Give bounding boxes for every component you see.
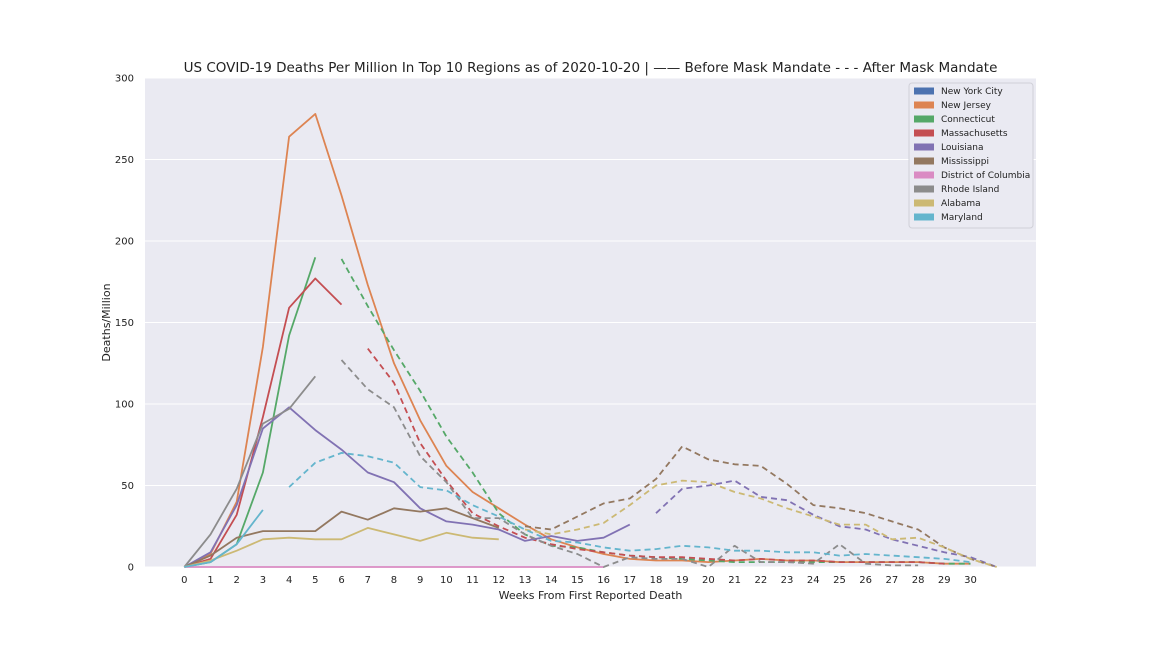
x-tick-label: 5	[312, 575, 318, 586]
legend-label-district-of-columbia: District of Columbia	[941, 171, 1030, 181]
series-line-rhode-island-before	[183, 375, 317, 568]
x-tick-label: 28	[912, 575, 925, 586]
chart-title: US COVID-19 Deaths Per Million In Top 10…	[184, 60, 998, 76]
legend-swatch-rhode-island	[914, 185, 934, 193]
x-tick-label: 14	[545, 575, 558, 586]
x-tick-label: 0	[181, 575, 187, 586]
legend-swatch-massachusetts	[914, 129, 934, 137]
legend-swatch-new-jersey	[914, 101, 934, 109]
series-line-massachusetts-after	[367, 348, 945, 565]
x-tick-label: 4	[286, 575, 292, 586]
x-tick-label: 7	[365, 575, 371, 586]
x-tick-label: 3	[260, 575, 266, 586]
legend-swatch-mississippi	[914, 157, 934, 165]
y-tick-label: 100	[115, 400, 134, 411]
y-tick-label: 250	[115, 155, 134, 166]
x-tick-label: 16	[597, 575, 610, 586]
legend: New York City New Jersey Connecticut Massac…	[908, 82, 1034, 229]
y-tick-label: 0	[128, 563, 134, 574]
legend-label-new-jersey: New Jersey	[941, 101, 992, 111]
x-tick-label: 30	[964, 575, 977, 586]
y-tick-label: 300	[115, 74, 134, 85]
x-tick-label: 6	[338, 575, 344, 586]
series-line-massachusetts-before	[184, 277, 343, 568]
legend-label-connecticut: Connecticut	[941, 115, 995, 125]
x-axis-label: Weeks From First Reported Death	[499, 589, 683, 602]
legend-label-new-york-city: New York City	[941, 87, 1003, 97]
series-line-louisiana-before	[183, 406, 631, 568]
x-tick-label: 12	[492, 575, 505, 586]
legend-box	[908, 82, 1034, 229]
x-tick-label: 17	[623, 575, 636, 586]
x-tick-label: 26	[859, 575, 872, 586]
legend-label-massachusetts: Massachusetts	[941, 129, 1008, 139]
legend-swatch-district-of-columbia	[914, 171, 934, 179]
legend-swatch-connecticut	[914, 115, 934, 123]
series-line-alabama-before	[184, 527, 499, 568]
legend-swatch-louisiana	[914, 143, 934, 151]
x-tick-label: 20	[702, 575, 715, 586]
x-tick-label: 15	[571, 575, 584, 586]
x-tick-label: 27	[886, 575, 899, 586]
x-tick-label: 2	[234, 575, 240, 586]
y-axis-label: Deaths/Million	[100, 283, 113, 361]
x-tick-label: 1	[207, 575, 213, 586]
x-tick-label: 25	[833, 575, 846, 586]
y-tick-label: 50	[121, 481, 134, 492]
x-tick-label: 21	[728, 575, 741, 586]
x-tick-label: 10	[440, 575, 453, 586]
series-line-maryland-after	[288, 451, 971, 563]
legend-label-alabama: Alabama	[941, 199, 981, 209]
x-tick-label: 18	[650, 575, 663, 586]
y-axis-ticks: 0 50 100 150 200 250 300	[115, 74, 134, 574]
series-line-mississippi-before	[183, 507, 500, 568]
x-axis-ticks: 0 1 2 3 4 5 6 7 8 9 10 11 12 13 14 15 16 17 18 19 20 21 22 23 24…	[181, 575, 977, 586]
series-line-mississippi-after	[524, 445, 997, 568]
y-tick-label: 200	[115, 237, 134, 248]
x-tick-label: 29	[938, 575, 951, 586]
x-tick-label: 23	[781, 575, 794, 586]
x-tick-label: 9	[417, 575, 423, 586]
legend-swatch-new-york-city	[914, 87, 934, 95]
x-tick-label: 13	[519, 575, 532, 586]
legend-swatch-maryland	[914, 213, 934, 221]
y-tick-label: 150	[115, 318, 134, 329]
series-lines	[183, 113, 998, 568]
legend-label-mississippi: Mississippi	[941, 157, 989, 167]
x-tick-label: 11	[466, 575, 479, 586]
series-line-maryland-before	[184, 509, 264, 568]
x-tick-label: 8	[391, 575, 397, 586]
legend-label-louisiana: Louisiana	[941, 143, 984, 153]
x-tick-label: 19	[676, 575, 689, 586]
x-tick-label: 22	[754, 575, 767, 586]
series-line-rhode-island-after	[340, 359, 919, 568]
series-line-alabama-after	[524, 479, 997, 568]
legend-label-rhode-island: Rhode Island	[941, 185, 999, 195]
legend-swatch-alabama	[914, 199, 934, 207]
legend-label-maryland: Maryland	[941, 213, 983, 223]
x-tick-label: 24	[807, 575, 820, 586]
